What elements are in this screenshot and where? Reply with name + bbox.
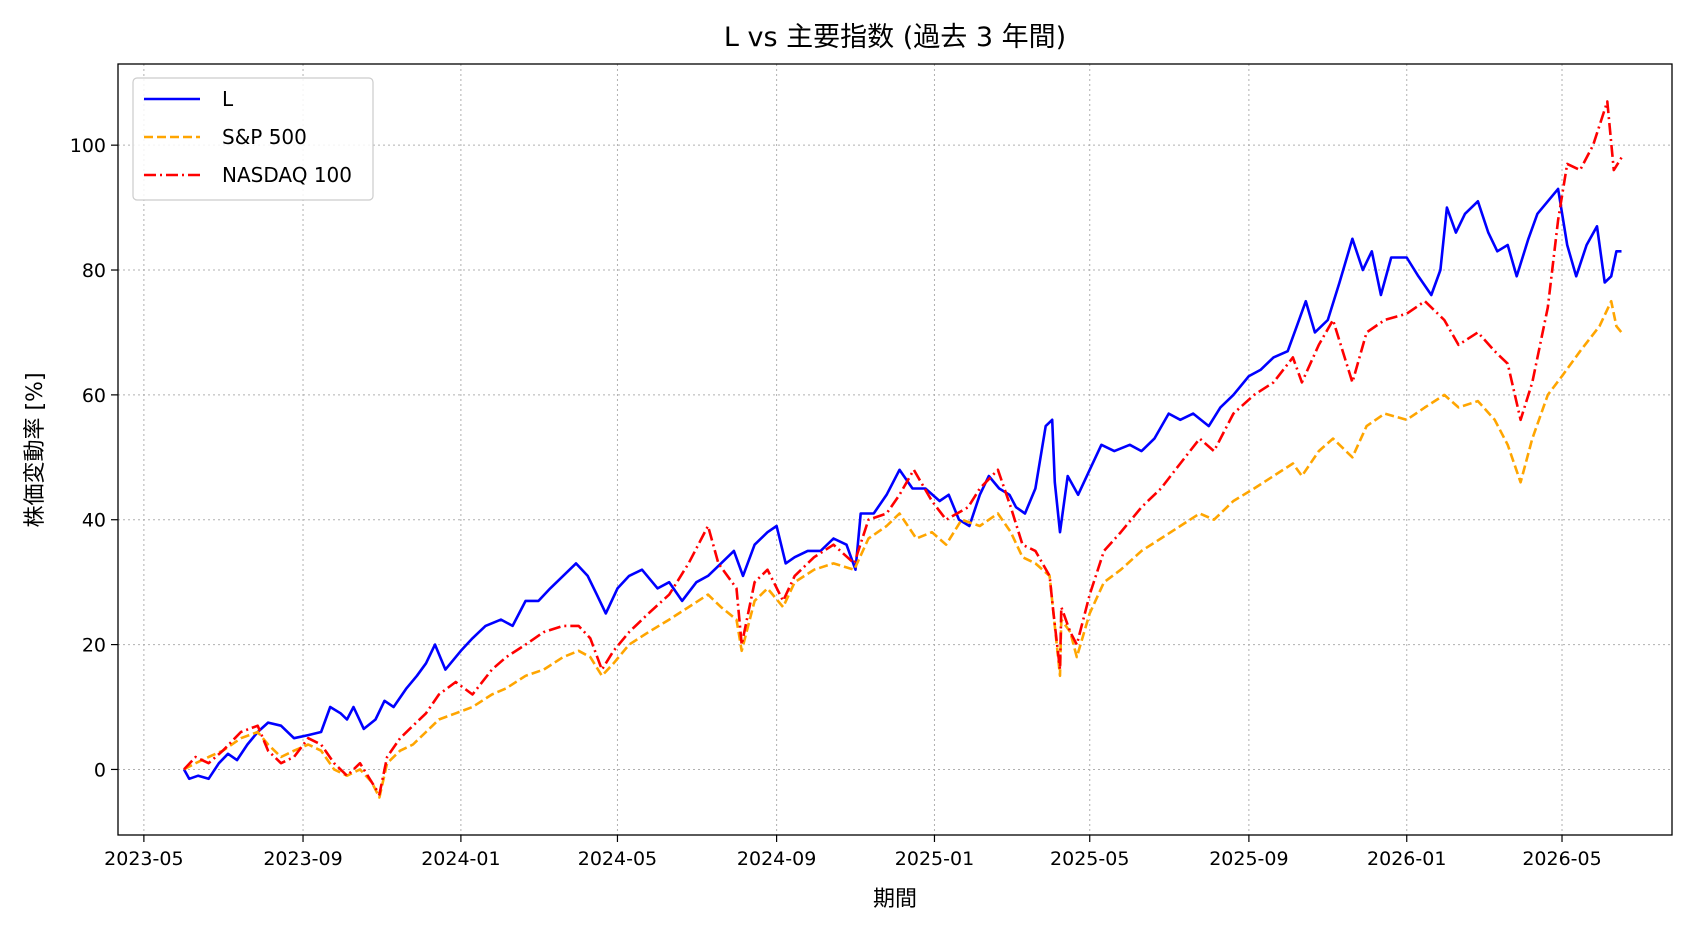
x-tick-label: 2025-01 — [895, 848, 974, 870]
series-lines — [182, 100, 1623, 799]
y-tick-label: 100 — [70, 135, 106, 157]
series-line-0 — [182, 187, 1622, 781]
axis-ticks: 2023-05 2023-09 2024-01 2024-05 2024-09 2025-… — [70, 135, 1602, 870]
y-tick-label: 0 — [94, 759, 106, 781]
chart-title: L vs 主要指数 (過去 3 年間) — [724, 22, 1066, 53]
y-tick-label: 40 — [82, 510, 106, 532]
plot-frame — [117, 63, 1673, 836]
x-tick-label: 2026-05 — [1522, 848, 1601, 870]
series-line-2 — [183, 100, 1623, 796]
x-tick-label: 2025-09 — [1209, 848, 1288, 870]
legend-box — [132, 77, 374, 201]
legend: L S&P 500 NASDAQ 100 — [132, 77, 374, 201]
legend-label-nasdaq100: NASDAQ 100 — [222, 163, 352, 187]
y-tick-label: 80 — [82, 260, 106, 282]
x-tick-label: 2024-05 — [578, 848, 657, 870]
x-tick-label: 2026-01 — [1367, 848, 1446, 870]
x-tick-label: 2023-09 — [263, 848, 342, 870]
y-tick-label: 20 — [82, 635, 106, 657]
legend-label-l: L — [222, 87, 234, 111]
x-tick-label: 2024-09 — [737, 848, 816, 870]
legend-label-sp500: S&P 500 — [222, 125, 307, 149]
y-axis-label: 株価変動率 [%] — [23, 372, 48, 527]
x-tick-label: 2024-01 — [421, 848, 500, 870]
gridlines — [118, 64, 1672, 835]
x-tick-label: 2025-05 — [1050, 848, 1129, 870]
y-tick-label: 60 — [82, 385, 106, 407]
x-tick-label: 2023-05 — [104, 848, 183, 870]
x-axis-label: 期間 — [873, 887, 917, 912]
series-line-1 — [183, 299, 1623, 799]
